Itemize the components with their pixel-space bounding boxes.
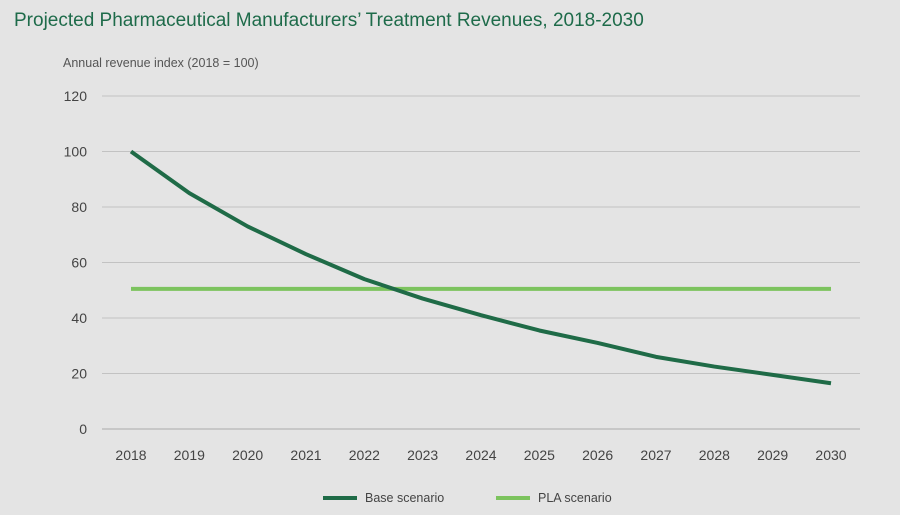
legend-label-pla: PLA scenario (538, 491, 612, 505)
y-tick-label: 60 (71, 255, 87, 271)
x-tick-label: 2026 (582, 447, 613, 463)
x-tick-label: 2027 (640, 447, 671, 463)
y-tick-labels: 0 20 40 60 80 100 120 (64, 88, 88, 437)
y-axis-label: Annual revenue index (2018 = 100) (63, 56, 259, 70)
x-tick-label: 2019 (174, 447, 205, 463)
legend-label-base: Base scenario (365, 491, 445, 505)
x-tick-label: 2030 (815, 447, 846, 463)
x-tick-labels: 2018 2019 2020 2021 2022 2023 2024 2025 2026 2027… (115, 447, 846, 463)
y-tick-label: 120 (64, 88, 88, 104)
legend-swatch-base (323, 496, 357, 500)
x-tick-label: 2021 (290, 447, 321, 463)
x-tick-label: 2018 (115, 447, 146, 463)
gridlines (102, 95, 860, 430)
x-tick-label: 2020 (232, 447, 263, 463)
series-lines (129, 149, 832, 386)
series-line-base (129, 149, 832, 386)
x-tick-label: 2022 (349, 447, 380, 463)
legend-swatch-pla (496, 496, 530, 500)
x-tick-label: 2023 (407, 447, 438, 463)
x-tick-label: 2029 (757, 447, 788, 463)
legend-item-base: Base scenario (323, 491, 444, 505)
y-tick-label: 20 (71, 366, 87, 382)
chart-title: Projected Pharmaceutical Manufacturers’ … (14, 10, 644, 31)
x-tick-label: 2024 (465, 447, 496, 463)
x-tick-label: 2028 (699, 447, 730, 463)
y-tick-label: 80 (71, 199, 87, 215)
y-tick-label: 0 (79, 421, 87, 437)
y-tick-label: 40 (71, 310, 87, 326)
legend-item-pla: PLA scenario (496, 491, 612, 505)
x-tick-label: 2025 (524, 447, 555, 463)
y-tick-label: 100 (64, 144, 88, 160)
